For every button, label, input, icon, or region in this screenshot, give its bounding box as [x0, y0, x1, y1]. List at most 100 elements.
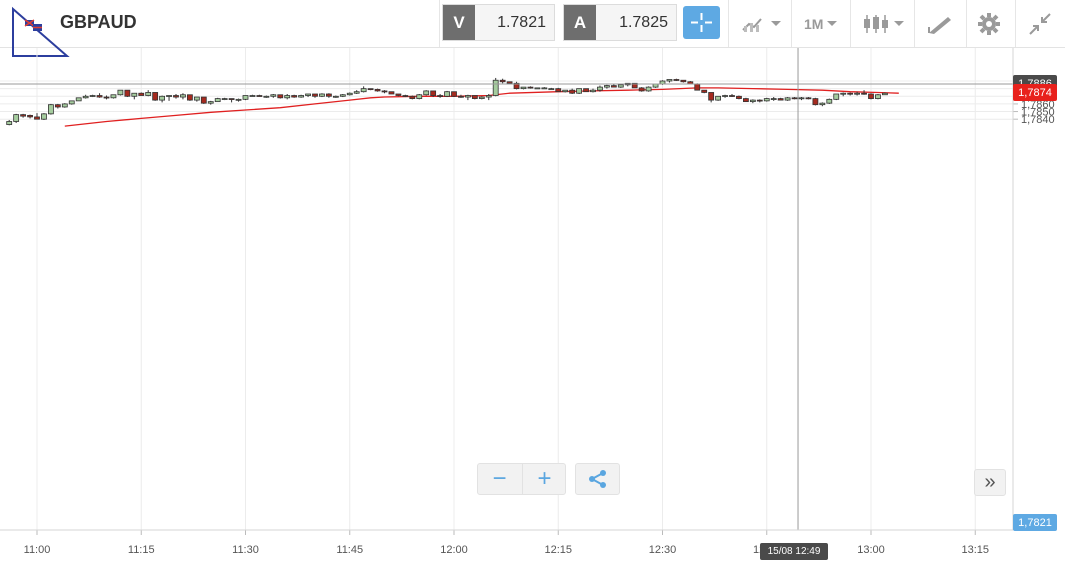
crosshair-layer — [0, 48, 1013, 530]
candle — [430, 90, 437, 98]
bearish-candle-body — [277, 94, 284, 99]
candle — [833, 93, 840, 101]
candlestick-icon — [864, 14, 888, 33]
bearish-candle-body — [777, 98, 784, 101]
bearish-candle-body — [673, 79, 680, 81]
bullish-candle-body — [180, 94, 186, 98]
settings-button[interactable] — [977, 8, 1001, 39]
bullish-candle-body — [882, 92, 888, 96]
candle — [96, 93, 103, 98]
buy-quote-button[interactable]: A 1.7825 — [563, 4, 677, 41]
candle — [715, 95, 721, 101]
candle — [638, 87, 645, 92]
candle — [166, 95, 172, 101]
candle — [840, 92, 847, 97]
candle — [256, 94, 263, 97]
instrument-symbol: GBPAUD — [60, 12, 137, 32]
bullish-candle-body — [193, 96, 200, 101]
candle — [444, 90, 450, 98]
sell-quote-button[interactable]: V 1.7821 — [442, 4, 555, 41]
candle — [812, 97, 819, 106]
toolbar-divider — [1015, 0, 1016, 47]
bearish-candle-body — [861, 92, 867, 95]
bearish-candle-body — [27, 114, 33, 118]
crosshair-button[interactable] — [683, 6, 720, 39]
timeframe-dropdown[interactable]: 1M — [804, 8, 838, 39]
candle — [124, 89, 131, 98]
chart-type-button[interactable] — [862, 8, 904, 39]
crosshair-icon — [691, 13, 712, 32]
scroll-to-latest-button[interactable]: » — [974, 469, 1006, 496]
candle — [562, 89, 569, 93]
candle — [645, 86, 652, 92]
candle — [854, 91, 860, 96]
candle — [541, 87, 548, 90]
candle — [270, 93, 277, 98]
bearish-candle-body — [471, 95, 478, 99]
candle — [499, 78, 506, 84]
candle — [409, 95, 416, 100]
collapse-button[interactable] — [1028, 8, 1052, 39]
candle — [193, 96, 200, 102]
share-icon-wrap — [576, 464, 619, 494]
candle — [756, 99, 763, 103]
bearish-candle-body — [54, 104, 61, 108]
zoom-controls: − + — [477, 463, 566, 495]
candle — [437, 93, 444, 98]
bearish-candle-body — [513, 82, 520, 90]
candle — [527, 86, 534, 89]
candle — [555, 87, 562, 93]
indicators-button[interactable] — [741, 8, 781, 39]
candle — [54, 103, 61, 109]
candle — [214, 97, 221, 103]
sell-quote-value: 1.7821 — [497, 14, 546, 31]
bearish-candle-body — [506, 81, 513, 84]
candle — [61, 103, 68, 108]
candle — [576, 88, 582, 94]
bearish-candle-body — [325, 93, 332, 97]
bullish-candle-body — [242, 95, 249, 100]
candle — [708, 92, 715, 103]
crosshair-time-label: 15/08 12:49 — [760, 543, 828, 560]
bullish-candle-body — [492, 79, 499, 96]
bearish-candle-body — [103, 96, 110, 99]
gear-icon — [978, 12, 1000, 35]
bullish-candle-body — [749, 99, 756, 103]
candle — [805, 97, 812, 100]
candle — [722, 94, 728, 98]
candle — [152, 92, 159, 101]
bullish-candle-body — [346, 92, 353, 96]
x-tick-label: 12:15 — [544, 544, 572, 556]
zoom-out-button[interactable]: − — [492, 465, 507, 492]
candle — [520, 86, 527, 90]
candle — [861, 90, 867, 95]
candle — [729, 93, 735, 98]
zoom-in-button[interactable]: + — [522, 464, 566, 494]
bullish-candle-body — [353, 91, 360, 94]
x-tick-label: 11:30 — [232, 544, 259, 556]
candle — [291, 94, 298, 98]
share-icon — [588, 470, 606, 488]
bullish-candle-body — [235, 98, 242, 101]
bearish-candle-body — [20, 114, 27, 117]
chevron-down-icon — [827, 21, 838, 26]
share-button[interactable] — [575, 463, 620, 495]
bullish-candle-body — [840, 92, 847, 95]
candle — [381, 90, 388, 94]
candle — [652, 83, 659, 88]
bullish-candle-body — [145, 92, 152, 96]
bullish-candle-body — [784, 97, 791, 101]
bullish-candle-body — [270, 94, 277, 97]
bearish-candle-body — [847, 92, 854, 95]
candle — [173, 93, 179, 99]
candle — [34, 113, 40, 120]
candle — [548, 87, 555, 91]
bearish-candle-body — [34, 116, 40, 120]
drawing-tools-button[interactable] — [926, 8, 952, 39]
toolbar-divider — [728, 0, 729, 47]
bullish-candle-body — [159, 95, 166, 101]
bullish-candle-body — [534, 87, 541, 90]
bullish-candle-body — [875, 94, 881, 99]
candle — [492, 77, 499, 97]
bullish-candle-body — [478, 96, 485, 99]
